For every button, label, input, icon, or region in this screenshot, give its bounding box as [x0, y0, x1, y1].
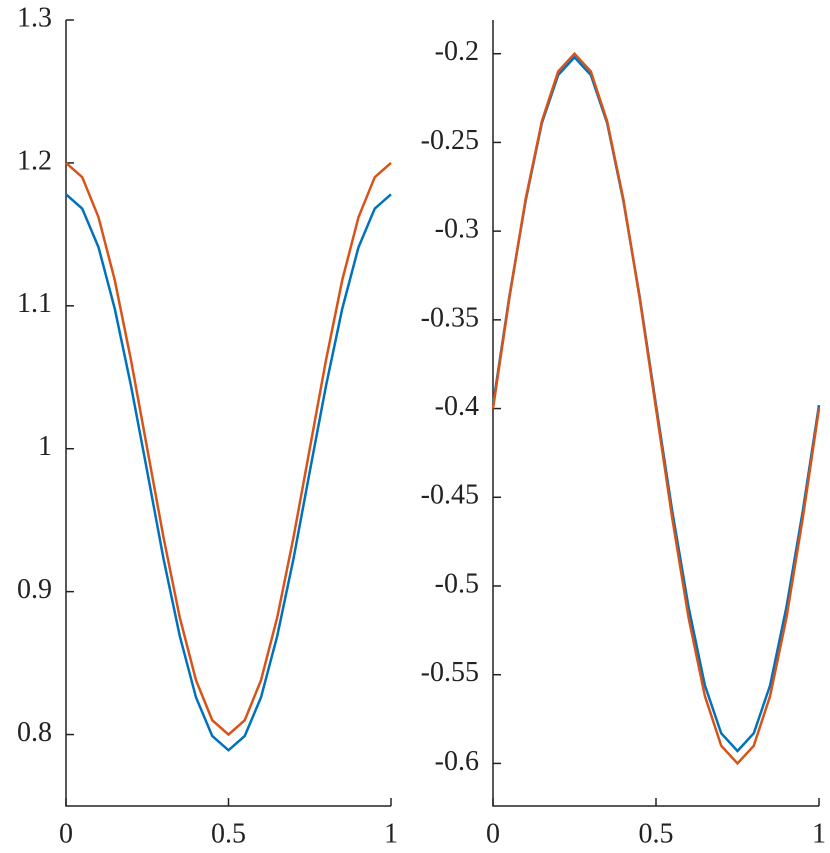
series-line	[65, 193, 392, 752]
y-tick-label: -0.45	[421, 480, 479, 511]
y-tick-label: -0.2	[435, 36, 479, 67]
x-tick-label: 0.5	[639, 818, 674, 849]
y-tick-label: -0.5	[435, 568, 479, 599]
y-tick-label: 0.8	[17, 717, 52, 748]
y-tick-label: -0.55	[421, 657, 479, 688]
y-tick-label: -0.35	[421, 302, 479, 333]
y-tick-label: -0.25	[421, 125, 479, 156]
x-tick-label: 1	[812, 818, 826, 849]
series-line	[65, 161, 392, 737]
x-tick-label: 0.5	[211, 818, 246, 849]
y-tick-label: 1	[38, 431, 52, 462]
y-tick-label: 1.1	[17, 288, 52, 319]
series-line	[491, 51, 821, 766]
y-tick-label: 0.9	[17, 574, 52, 605]
x-tick-label: 0	[59, 818, 73, 849]
y-tick-label: 1.3	[17, 2, 52, 33]
axis-line	[65, 20, 391, 807]
y-tick-label: -0.4	[435, 391, 479, 422]
x-tick-label: 0	[486, 818, 500, 849]
y-tick-label: -0.6	[435, 746, 479, 777]
x-tick-label: 1	[384, 818, 398, 849]
y-tick-label: -0.3	[435, 214, 479, 245]
y-tick-label: 1.2	[17, 145, 52, 176]
